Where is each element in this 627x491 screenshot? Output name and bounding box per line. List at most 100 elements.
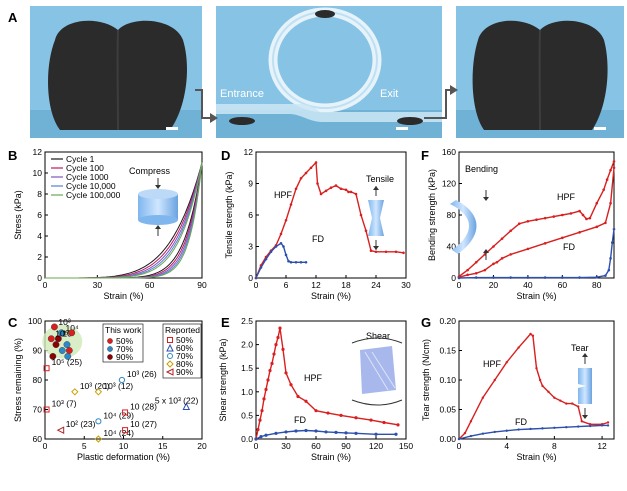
data-point [505,429,508,432]
data-point [259,266,263,269]
data-point [543,276,547,279]
data-point [274,343,278,347]
tear-annotation: Tear [571,343,589,353]
legend-marker [166,343,174,352]
x-tick-label: 12 [597,441,607,451]
arrow-head-right [450,85,458,95]
data-point [259,435,263,439]
data-point [595,201,599,205]
x-tick-label: 0 [254,441,259,451]
data-point [463,431,467,435]
x-axis-label: Plastic deformation (%) [77,452,170,462]
chart-f: 0 20 40 60 80 0 40 80 120 160 Strain (%) Bending st… [427,147,616,301]
data-point [606,424,610,427]
panel-label-b: B [8,148,17,163]
y-tick-label: 2 [37,252,42,262]
data-point [349,190,353,194]
data-point [474,276,478,279]
x-tick-label: 30 [401,280,411,290]
reported-label: 10² (23) [66,419,96,429]
legend-entry: 60% [176,343,193,353]
data-point [334,184,338,187]
data-point [605,178,609,181]
reported-point [122,409,129,416]
data-point [469,420,473,423]
data-point [492,276,495,279]
x-tick-label: 90 [197,280,207,290]
data-point [294,260,298,264]
data-point [552,215,556,218]
legend-entry: Cycle 1 [66,154,95,164]
reported-point [71,388,79,396]
data-point [264,257,268,261]
data-point [609,168,612,172]
data-point [304,260,308,264]
data-point [326,411,330,415]
data-point [595,275,599,279]
shear-annotation: Shear [366,331,390,341]
y-tick-label: 0 [451,273,456,283]
data-point [262,397,266,401]
data-point [254,437,258,441]
chart-c: 0 5 10 15 20 60 70 80 90 100 Plastic deformation (… [13,316,207,462]
chart-e: 0 30 60 90 120 150 0.0 0.5 1.0 1.5 2.0 2.5 Strain (%… [218,316,413,462]
data-point [347,190,350,194]
series-line-unloading [45,162,203,279]
x-tick-label: 8 [552,441,557,451]
y-tick-label: 100 [28,316,42,326]
this-work-point [54,335,62,343]
y-tick-label: 1.5 [241,363,253,373]
data-point [339,187,343,191]
legend-entry: Cycle 10,000 [66,181,116,191]
legend-entry: Cycle 100 [66,163,104,173]
data-point [469,434,473,438]
data-point [289,383,293,387]
data-point [354,416,358,420]
data-point [279,232,283,236]
data-point [474,271,478,275]
data-point [304,171,308,175]
data-point [607,268,611,272]
data-point [538,378,542,382]
reported-label: 10 (27) [130,419,157,429]
y-tick-label: 4 [37,231,42,241]
photo-left [30,6,202,138]
panel-label-c: C [8,315,18,330]
photo-middle: Entrance Exit [216,6,442,138]
entrance-label: Entrance [220,88,264,100]
x-axis-label: Strain (%) [311,291,351,301]
reported-label: 5 x 10³ (22) [155,396,199,406]
reported-point [95,418,102,425]
data-point [289,260,293,264]
this-work-point [65,347,73,354]
x-tick-label: 20 [197,441,207,451]
y-tick-label: 0.0 [241,434,253,444]
data-point [561,276,564,279]
y-tick-label: 10 [33,168,43,178]
data-point [565,426,568,429]
data-point [481,432,485,435]
y-tick-label: 0 [248,273,253,283]
data-point [296,394,300,399]
this-work-point [63,341,71,348]
y-tick-label: 60 [33,434,43,444]
data-point [495,260,499,264]
data-point [329,186,333,189]
y-tick-label: 3 [248,242,253,252]
data-point [541,384,544,388]
photo-right [456,6,624,138]
reported-label: 10³ (26) [127,369,157,379]
data-point [553,396,556,399]
series-line [458,229,615,279]
legend-marker [107,338,113,344]
tensile-illustration [368,186,384,250]
y-tick-label: 8 [37,189,42,199]
data-point [493,378,496,382]
flow-arrows [195,89,452,119]
y-tick-label: 0 [37,273,42,283]
data-point [364,229,368,233]
y-tick-label: 2.5 [241,316,253,326]
data-point [260,409,264,413]
data-point [609,201,612,205]
data-point [270,361,274,366]
